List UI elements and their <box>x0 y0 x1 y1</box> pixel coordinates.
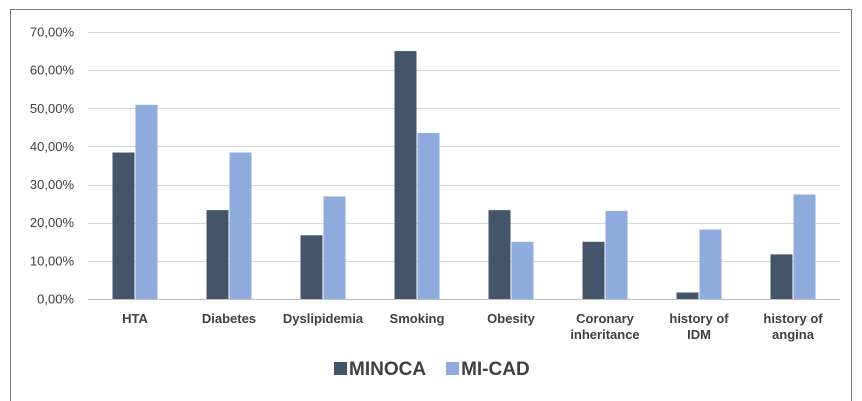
bar-minoca-5 <box>582 241 605 299</box>
bar-minoca-2 <box>300 235 323 299</box>
legend-label-minoca: MINOCA <box>349 359 426 380</box>
bar-mi-cad-2 <box>323 196 346 299</box>
x-axis-category-labels: HTA Diabetes Dyslipidemia Smoking Obesity Cor… <box>122 311 823 342</box>
legend: MINOCA MI-CAD <box>334 359 530 380</box>
x-category-label: Dyslipidemia <box>283 311 364 326</box>
bar-minoca-4 <box>488 210 511 299</box>
bar-minoca-0 <box>112 152 135 299</box>
bars <box>112 51 816 300</box>
x-category-label: Obesity <box>487 311 535 326</box>
y-tick-label: 30,00% <box>30 177 75 192</box>
gridlines <box>88 32 840 300</box>
x-category-label: Smoking <box>390 311 445 326</box>
y-tick-label: 50,00% <box>30 101 75 116</box>
legend-label-mi-cad: MI-CAD <box>461 359 530 380</box>
y-axis-tick-labels: 0,00% 10,00% 20,00% 30,00% 40,00% 50,00% 60,00… <box>30 25 75 307</box>
bar-mi-cad-5 <box>605 210 628 299</box>
bar-mi-cad-6 <box>699 229 722 299</box>
legend-swatch-mi-cad <box>446 362 460 375</box>
x-category-label: history of IDM <box>669 311 729 342</box>
bar-minoca-3 <box>394 51 417 300</box>
y-tick-label: 10,00% <box>30 253 75 268</box>
y-tick-label: 0,00% <box>37 292 74 307</box>
bar-minoca-6 <box>676 292 699 299</box>
y-tick-label: 60,00% <box>30 63 75 78</box>
y-tick-label: 70,00% <box>30 25 75 40</box>
bar-mi-cad-4 <box>511 241 534 299</box>
x-category-label: Coronary inheritance <box>570 311 639 342</box>
legend-swatch-minoca <box>334 362 347 375</box>
y-tick-label: 40,00% <box>30 139 75 154</box>
bar-mi-cad-1 <box>229 152 252 299</box>
bar-mi-cad-0 <box>135 104 158 299</box>
bar-minoca-1 <box>206 210 229 299</box>
x-category-label: Diabetes <box>202 311 256 326</box>
bar-mi-cad-7 <box>793 194 816 299</box>
x-category-label: history of angina <box>763 311 823 342</box>
y-tick-label: 20,00% <box>30 215 75 230</box>
bar-minoca-7 <box>770 254 793 299</box>
bar-mi-cad-3 <box>417 133 440 299</box>
x-category-label: HTA <box>122 311 148 326</box>
